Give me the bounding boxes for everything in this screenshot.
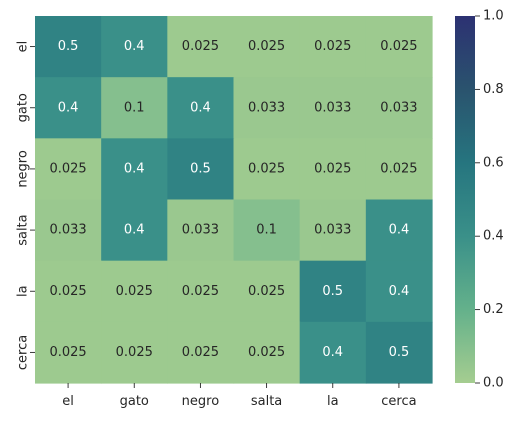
cell-annotation: 0.025 [314, 161, 351, 176]
cell-annotation: 0.025 [182, 284, 219, 299]
y-tick-label: gato [16, 93, 31, 122]
heatmap-cell [101, 16, 168, 78]
heatmap-cells [35, 16, 433, 384]
cell-annotation: 0.025 [182, 345, 219, 360]
cell-annotation: 0.025 [49, 161, 86, 176]
cell-annotation: 0.025 [248, 345, 285, 360]
heatmap-cell [101, 138, 168, 201]
colorbar: 0.0 0.2 0.4 0.6 0.8 1.0 [455, 9, 504, 391]
heatmap-cell [35, 138, 102, 201]
colorbar-tick-label: 0.8 [483, 82, 504, 97]
cell-annotation: 0.1 [256, 223, 277, 238]
heatmap-cell [167, 77, 235, 139]
cell-annotation: 0.033 [314, 100, 351, 115]
colorbar-tick-label: 0.6 [483, 155, 504, 170]
colorbar-tick-label: 0.2 [483, 302, 504, 317]
cell-annotation: 0.4 [389, 284, 410, 299]
y-tick-label: la [16, 285, 31, 297]
colorbar-tick-label: 0.0 [483, 376, 504, 391]
cell-annotation: 0.033 [248, 100, 285, 115]
heatmap-cell [299, 16, 367, 78]
heatmap-cell [365, 260, 433, 323]
heatmap-cell [233, 77, 301, 139]
y-tick-label: salta [16, 214, 31, 245]
cell-annotation: 0.025 [116, 284, 153, 299]
cell-annotation: 0.5 [389, 345, 410, 360]
cell-annotation: 0.4 [190, 100, 211, 115]
colorbar-tick-label: 0.4 [483, 229, 504, 244]
cell-annotation: 0.025 [49, 284, 86, 299]
y-tick-label: negro [16, 150, 31, 188]
heatmap-cell [35, 199, 102, 262]
heatmap-cell [365, 138, 433, 201]
cell-annotation: 0.025 [248, 39, 285, 54]
heatmap-cell [365, 321, 433, 384]
heatmap-cell [299, 260, 367, 323]
cell-annotation: 0.033 [314, 223, 351, 238]
y-axis: el gato negro salta la cerca [16, 41, 35, 370]
heatmap-cell [101, 260, 168, 323]
heatmap-cell [35, 77, 102, 139]
heatmap-cell [167, 138, 235, 201]
heatmap-cell [35, 16, 102, 78]
heatmap-cell [35, 321, 102, 384]
heatmap-cell [233, 16, 301, 78]
cell-annotation: 0.5 [322, 284, 343, 299]
heatmap-cell [365, 199, 433, 262]
x-tick-label: salta [251, 394, 282, 409]
cell-annotation: 0.1 [124, 100, 145, 115]
heatmap-cell [101, 77, 168, 139]
y-tick-label: cerca [16, 335, 31, 370]
y-tick-label: el [16, 41, 31, 53]
cell-annotation: 0.4 [389, 223, 410, 238]
heatmap-cell [233, 321, 301, 384]
cell-annotation: 0.033 [49, 223, 86, 238]
heatmap-cell [299, 321, 367, 384]
x-tick-label: gato [120, 394, 149, 409]
heatmap-cell [167, 199, 235, 262]
cell-annotation: 0.5 [58, 39, 79, 54]
heatmap-cell [299, 199, 367, 262]
cell-annotation: 0.025 [182, 39, 219, 54]
cell-annotation: 0.025 [49, 345, 86, 360]
x-tick-label: cerca [381, 394, 416, 409]
heatmap-cell [167, 16, 235, 78]
heatmap-cell [233, 199, 301, 262]
colorbar-tick-label: 1.0 [483, 9, 504, 24]
cell-annotation: 0.025 [380, 161, 417, 176]
heatmap-cell [101, 199, 168, 262]
heatmap-cell [299, 138, 367, 201]
cell-annotation: 0.4 [322, 345, 343, 360]
heatmap-cell [365, 16, 433, 78]
heatmap-cell [101, 321, 168, 384]
cell-annotation: 0.025 [380, 39, 417, 54]
cell-annotation: 0.025 [314, 39, 351, 54]
cell-annotation: 0.033 [380, 100, 417, 115]
colorbar-gradient [455, 16, 475, 383]
cell-annotation: 0.4 [124, 161, 145, 176]
x-axis: el gato negro salta la cerca [62, 383, 417, 409]
cell-annotation: 0.025 [248, 284, 285, 299]
cell-annotation: 0.4 [124, 223, 145, 238]
heatmap-cell [233, 260, 301, 323]
heatmap-cell [35, 260, 102, 323]
cell-annotations: 0.5 0.4 0.025 0.025 0.025 0.025 0.4 0.1 0.4 0.033… [49, 39, 417, 360]
heatmap-cell [233, 138, 301, 201]
heatmap-cell [299, 77, 367, 139]
heatmap-cell [167, 321, 235, 384]
x-tick-label: el [62, 394, 74, 409]
x-tick-label: negro [182, 394, 220, 409]
cell-annotation: 0.025 [248, 161, 285, 176]
cell-annotation: 0.033 [182, 223, 219, 238]
cell-annotation: 0.4 [124, 39, 145, 54]
cell-annotation: 0.025 [116, 345, 153, 360]
cell-annotation: 0.4 [58, 100, 79, 115]
cell-annotation: 0.5 [190, 161, 211, 176]
heatmap-cell [167, 260, 235, 323]
x-tick-label: la [327, 394, 339, 409]
heatmap-cell [365, 77, 433, 139]
